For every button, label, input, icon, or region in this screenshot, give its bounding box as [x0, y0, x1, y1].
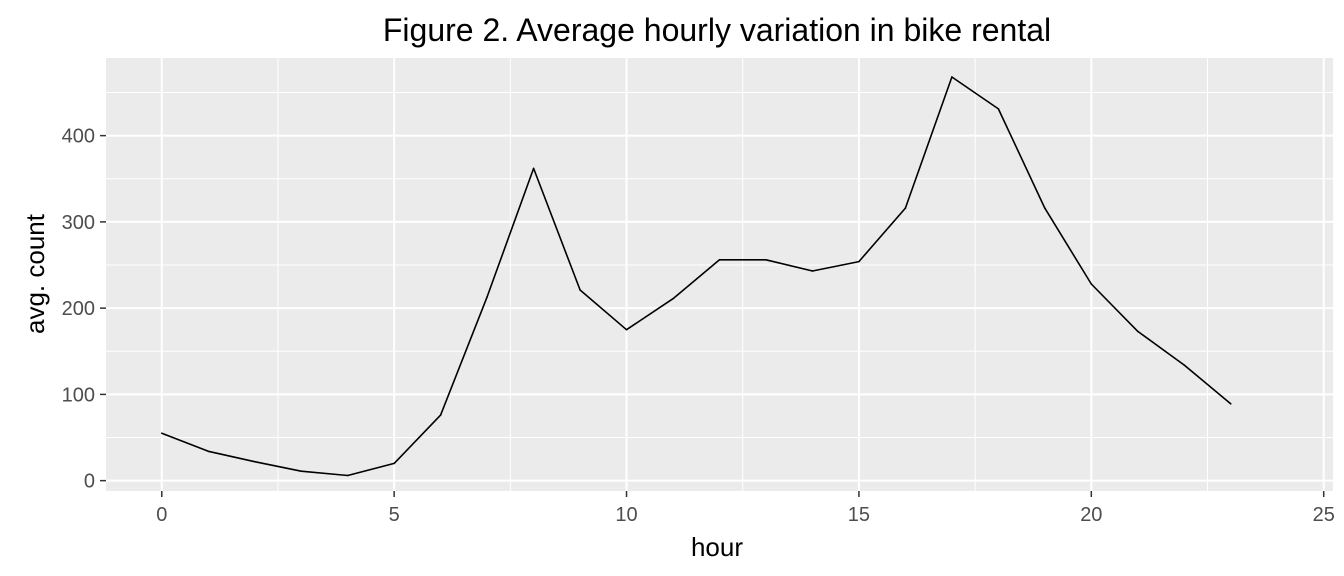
x-tick-label: 15 [848, 504, 870, 526]
series-layer [160, 76, 1232, 477]
data-point [300, 470, 303, 472]
data-point [718, 259, 721, 261]
data-point [439, 414, 442, 416]
data-point [997, 108, 1000, 110]
data-point [1044, 207, 1046, 209]
x-tick-label: 20 [1080, 504, 1102, 526]
y-axis-title: avg. count [20, 213, 50, 334]
data-point [1090, 283, 1093, 285]
x-tick-label: 25 [1313, 504, 1335, 526]
x-axis-title: hour [691, 532, 743, 562]
chart-title: Figure 2. Average hourly variation in bi… [383, 12, 1051, 48]
data-point [765, 259, 767, 261]
data-point [1229, 403, 1232, 405]
major-gridlines [106, 58, 1333, 491]
x-tick-label: 0 [156, 504, 167, 526]
y-tick-label: 300 [62, 212, 95, 234]
data-point [811, 270, 814, 272]
data-point [1183, 364, 1186, 366]
data-point [579, 289, 581, 291]
plot-panel [106, 58, 1333, 491]
data-point [346, 474, 349, 477]
data-point [858, 260, 860, 263]
x-axis: 0 5 10 15 20 25 [156, 491, 1335, 526]
x-tick-label: 5 [389, 504, 400, 526]
y-tick-label: 0 [84, 471, 95, 493]
data-point [904, 207, 907, 209]
data-point [951, 76, 953, 78]
y-tick-label: 200 [62, 298, 95, 320]
data-point [253, 460, 256, 463]
y-tick-label: 400 [62, 126, 95, 148]
y-axis: 0 100 200 300 400 [62, 126, 106, 493]
data-point [207, 450, 210, 453]
data-point [1136, 330, 1139, 333]
x-tick-label: 10 [615, 504, 637, 526]
data-point [672, 297, 674, 300]
data-point [160, 432, 163, 435]
minor-gridlines [106, 58, 1333, 491]
data-point [486, 296, 488, 298]
y-tick-label: 100 [62, 384, 95, 406]
data-point [532, 167, 535, 170]
data-point [393, 462, 395, 465]
data-point [625, 328, 628, 331]
series-line [161, 76, 1232, 477]
